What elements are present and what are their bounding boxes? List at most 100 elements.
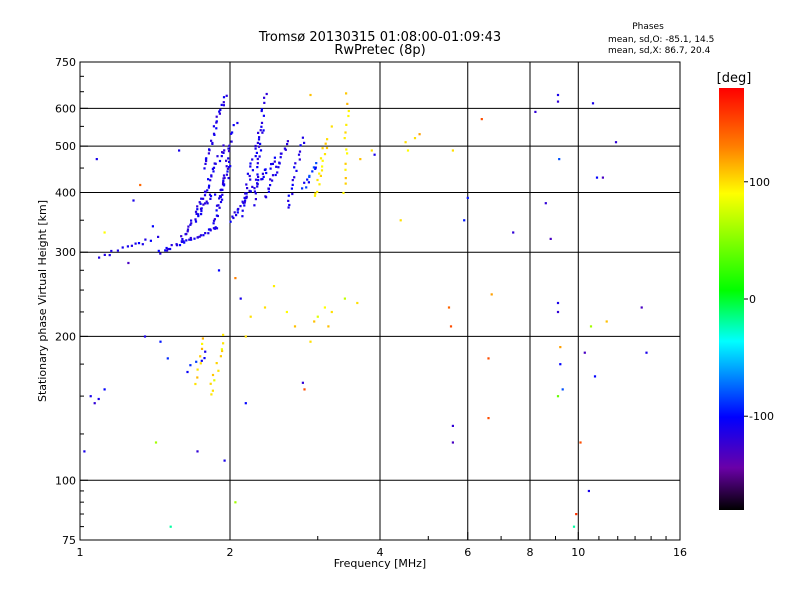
data-point <box>202 203 205 206</box>
data-point <box>239 205 242 208</box>
data-point <box>218 197 221 200</box>
data-point <box>561 388 564 391</box>
data-point <box>159 252 162 255</box>
data-point <box>301 136 304 139</box>
data-point <box>245 192 248 195</box>
data-point <box>195 212 198 215</box>
data-point <box>204 191 207 194</box>
data-point <box>253 187 256 190</box>
data-point <box>217 369 220 372</box>
data-point <box>222 96 226 99</box>
data-point <box>98 256 101 259</box>
data-point <box>217 269 221 272</box>
y-tick-label: 75 <box>62 534 76 547</box>
data-point <box>202 197 205 200</box>
data-point <box>591 102 595 105</box>
data-point <box>269 178 272 181</box>
data-point <box>236 211 239 214</box>
data-point <box>215 115 218 118</box>
data-point <box>259 149 263 152</box>
data-point <box>215 127 218 130</box>
data-point <box>149 239 152 242</box>
data-point <box>249 315 252 318</box>
data-point <box>139 183 142 187</box>
data-point <box>549 237 552 240</box>
data-point <box>190 222 193 225</box>
data-point <box>257 175 260 179</box>
data-point <box>256 173 259 176</box>
data-point <box>204 162 207 165</box>
data-point <box>291 179 294 182</box>
data-point <box>223 176 226 179</box>
data-point <box>254 147 257 150</box>
data-point <box>194 382 197 386</box>
data-point <box>251 158 254 161</box>
data-point <box>245 196 248 199</box>
data-point <box>210 393 213 396</box>
data-point <box>219 108 222 111</box>
data-point <box>209 382 212 385</box>
data-point <box>343 297 346 300</box>
data-point <box>344 162 347 165</box>
data-point <box>256 141 259 144</box>
data-point <box>227 147 230 150</box>
data-point <box>198 201 201 204</box>
data-point <box>273 156 276 159</box>
chart-title: Tromsø 20130315 01:08:00-01:09:43 <box>258 30 501 45</box>
data-point <box>253 204 256 207</box>
data-point <box>236 121 239 125</box>
data-point <box>291 183 294 186</box>
data-point <box>200 213 203 216</box>
data-point <box>290 187 293 190</box>
data-point <box>301 187 304 190</box>
data-point <box>258 155 261 158</box>
data-point <box>345 148 348 151</box>
data-point <box>249 165 252 168</box>
data-point <box>207 186 210 189</box>
data-point <box>259 129 262 132</box>
data-point <box>313 320 316 323</box>
y-tick-label: 400 <box>55 186 76 199</box>
data-point <box>262 114 265 117</box>
data-point <box>211 373 215 377</box>
data-point <box>208 184 211 187</box>
data-point <box>219 195 222 198</box>
data-point <box>254 155 257 158</box>
x-tick-label: 1 <box>77 546 84 559</box>
data-point <box>291 192 294 196</box>
data-point <box>204 202 207 205</box>
data-point <box>556 310 560 314</box>
data-point <box>246 172 249 175</box>
data-point <box>559 346 562 349</box>
data-point <box>214 226 217 229</box>
data-point <box>222 151 225 154</box>
data-point <box>165 246 168 250</box>
data-point <box>127 261 130 265</box>
data-point <box>116 249 119 252</box>
data-point <box>199 355 202 358</box>
data-point <box>208 148 211 151</box>
data-point <box>218 206 221 209</box>
data-point <box>347 109 350 113</box>
data-point <box>166 249 169 252</box>
data-point <box>260 108 263 111</box>
data-point <box>257 179 260 182</box>
data-point <box>315 162 318 165</box>
phase-colorbar <box>719 88 744 510</box>
data-point <box>193 237 196 240</box>
data-point <box>556 100 560 103</box>
data-point <box>189 223 192 226</box>
data-point <box>196 205 199 208</box>
data-point <box>204 232 207 235</box>
data-point <box>260 125 263 128</box>
data-point <box>275 165 278 168</box>
data-point <box>225 165 228 168</box>
data-point <box>278 161 281 164</box>
data-point <box>208 193 212 196</box>
data-point <box>263 101 266 104</box>
data-point <box>286 143 289 146</box>
data-point <box>209 197 212 200</box>
data-point <box>223 149 226 152</box>
data-point <box>196 236 199 239</box>
data-point <box>344 177 347 180</box>
